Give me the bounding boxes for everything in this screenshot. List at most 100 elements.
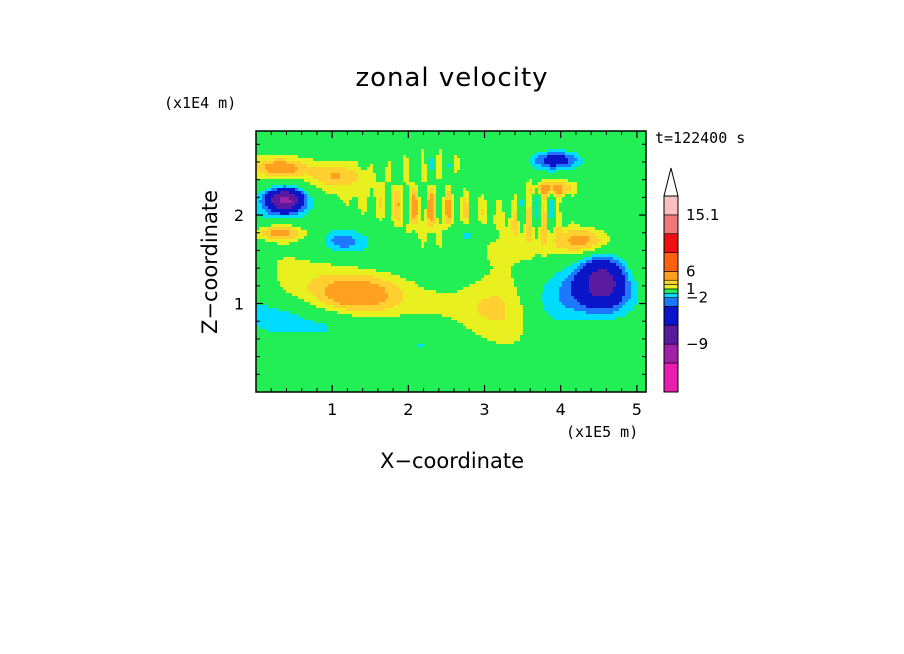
heatmap-cell xyxy=(430,191,433,194)
heatmap-cell xyxy=(634,161,637,164)
heatmap-cell xyxy=(409,224,412,227)
heatmap-cell xyxy=(271,131,274,134)
heatmap-cell xyxy=(442,176,445,179)
heatmap-cell xyxy=(361,242,364,245)
heatmap-cell xyxy=(628,209,631,212)
heatmap-cell xyxy=(490,146,493,149)
heatmap-cell xyxy=(604,185,607,188)
heatmap-cell xyxy=(325,158,328,161)
heatmap-cell xyxy=(361,134,364,137)
heatmap-cell xyxy=(640,170,643,173)
heatmap-cell xyxy=(283,245,286,248)
heatmap-cell xyxy=(256,203,259,206)
heatmap-cell xyxy=(574,140,577,143)
heatmap-cell xyxy=(406,170,409,173)
heatmap-cell xyxy=(526,167,529,170)
heatmap-cell xyxy=(478,194,481,197)
heatmap-cell xyxy=(490,131,493,134)
heatmap-cell xyxy=(331,152,334,155)
heatmap-cell xyxy=(307,131,310,134)
heatmap-cell xyxy=(268,209,271,212)
heatmap-cell xyxy=(424,179,427,182)
heatmap-cell xyxy=(388,203,391,206)
heatmap-cell xyxy=(385,137,388,140)
heatmap-cell xyxy=(427,164,430,167)
heatmap-cell xyxy=(385,146,388,149)
heatmap-cell xyxy=(601,170,604,173)
heatmap-cell xyxy=(424,200,427,203)
heatmap-cell xyxy=(370,212,373,215)
heatmap-cell xyxy=(307,197,310,200)
heatmap-cell xyxy=(289,131,292,134)
heatmap-cell xyxy=(514,218,517,221)
heatmap-cell xyxy=(379,236,382,239)
heatmap-cell xyxy=(286,137,289,140)
heatmap-cell xyxy=(634,212,637,215)
heatmap-cell xyxy=(643,161,646,164)
heatmap-cell xyxy=(628,164,631,167)
heatmap-cell xyxy=(532,134,535,137)
heatmap-cell xyxy=(409,170,412,173)
heatmap-cell xyxy=(619,164,622,167)
heatmap-cell xyxy=(499,200,502,203)
heatmap-cell xyxy=(355,227,358,230)
heatmap-cell xyxy=(628,182,631,185)
heatmap-cell xyxy=(424,224,427,227)
heatmap-cell xyxy=(271,191,274,194)
heatmap-cell xyxy=(424,197,427,200)
heatmap-cell xyxy=(349,224,352,227)
heatmap-cell xyxy=(448,188,451,191)
heatmap-cell xyxy=(289,173,292,176)
heatmap-cell xyxy=(289,146,292,149)
heatmap-cell xyxy=(637,236,640,239)
heatmap-cell xyxy=(328,146,331,149)
heatmap-cell xyxy=(259,215,262,218)
heatmap-cell xyxy=(397,131,400,134)
heatmap-cell xyxy=(457,152,460,155)
heatmap-cell xyxy=(409,206,412,209)
heatmap-cell xyxy=(295,155,298,158)
heatmap-cell xyxy=(589,155,592,158)
heatmap-cell xyxy=(418,227,421,230)
heatmap-cell xyxy=(448,239,451,242)
heatmap-cell xyxy=(400,242,403,245)
heatmap-cell xyxy=(262,233,265,236)
heatmap-cell xyxy=(463,143,466,146)
heatmap-cell xyxy=(319,143,322,146)
heatmap-cell xyxy=(283,182,286,185)
heatmap-cell xyxy=(604,149,607,152)
heatmap-cell xyxy=(445,158,448,161)
heatmap-cell xyxy=(298,212,301,215)
heatmap-cell xyxy=(460,134,463,137)
heatmap-cell xyxy=(325,215,328,218)
heatmap-cell xyxy=(556,149,559,152)
heatmap-cell xyxy=(454,233,457,236)
heatmap-cell xyxy=(499,149,502,152)
heatmap-cell xyxy=(322,200,325,203)
heatmap-cell xyxy=(583,176,586,179)
heatmap-cell xyxy=(610,140,613,143)
heatmap-cell xyxy=(322,188,325,191)
heatmap-cell xyxy=(325,143,328,146)
heatmap-cell xyxy=(493,212,496,215)
heatmap-cell xyxy=(634,230,637,233)
heatmap-cell xyxy=(343,191,346,194)
heatmap-cell xyxy=(616,203,619,206)
heatmap-cell xyxy=(637,131,640,134)
heatmap-cell xyxy=(484,206,487,209)
heatmap-cell xyxy=(484,179,487,182)
heatmap-cell xyxy=(286,146,289,149)
heatmap-cell xyxy=(580,200,583,203)
heatmap-cell xyxy=(532,167,535,170)
heatmap-cell xyxy=(640,209,643,212)
heatmap-cell xyxy=(472,161,475,164)
heatmap-cell xyxy=(529,164,532,167)
heatmap-cell xyxy=(487,149,490,152)
heatmap-cell xyxy=(304,140,307,143)
heatmap-cell xyxy=(490,239,493,242)
heatmap-cell xyxy=(403,245,406,248)
heatmap-cell xyxy=(430,176,433,179)
heatmap-cell xyxy=(538,176,541,179)
heatmap-cell xyxy=(460,215,463,218)
heatmap-cell xyxy=(337,206,340,209)
